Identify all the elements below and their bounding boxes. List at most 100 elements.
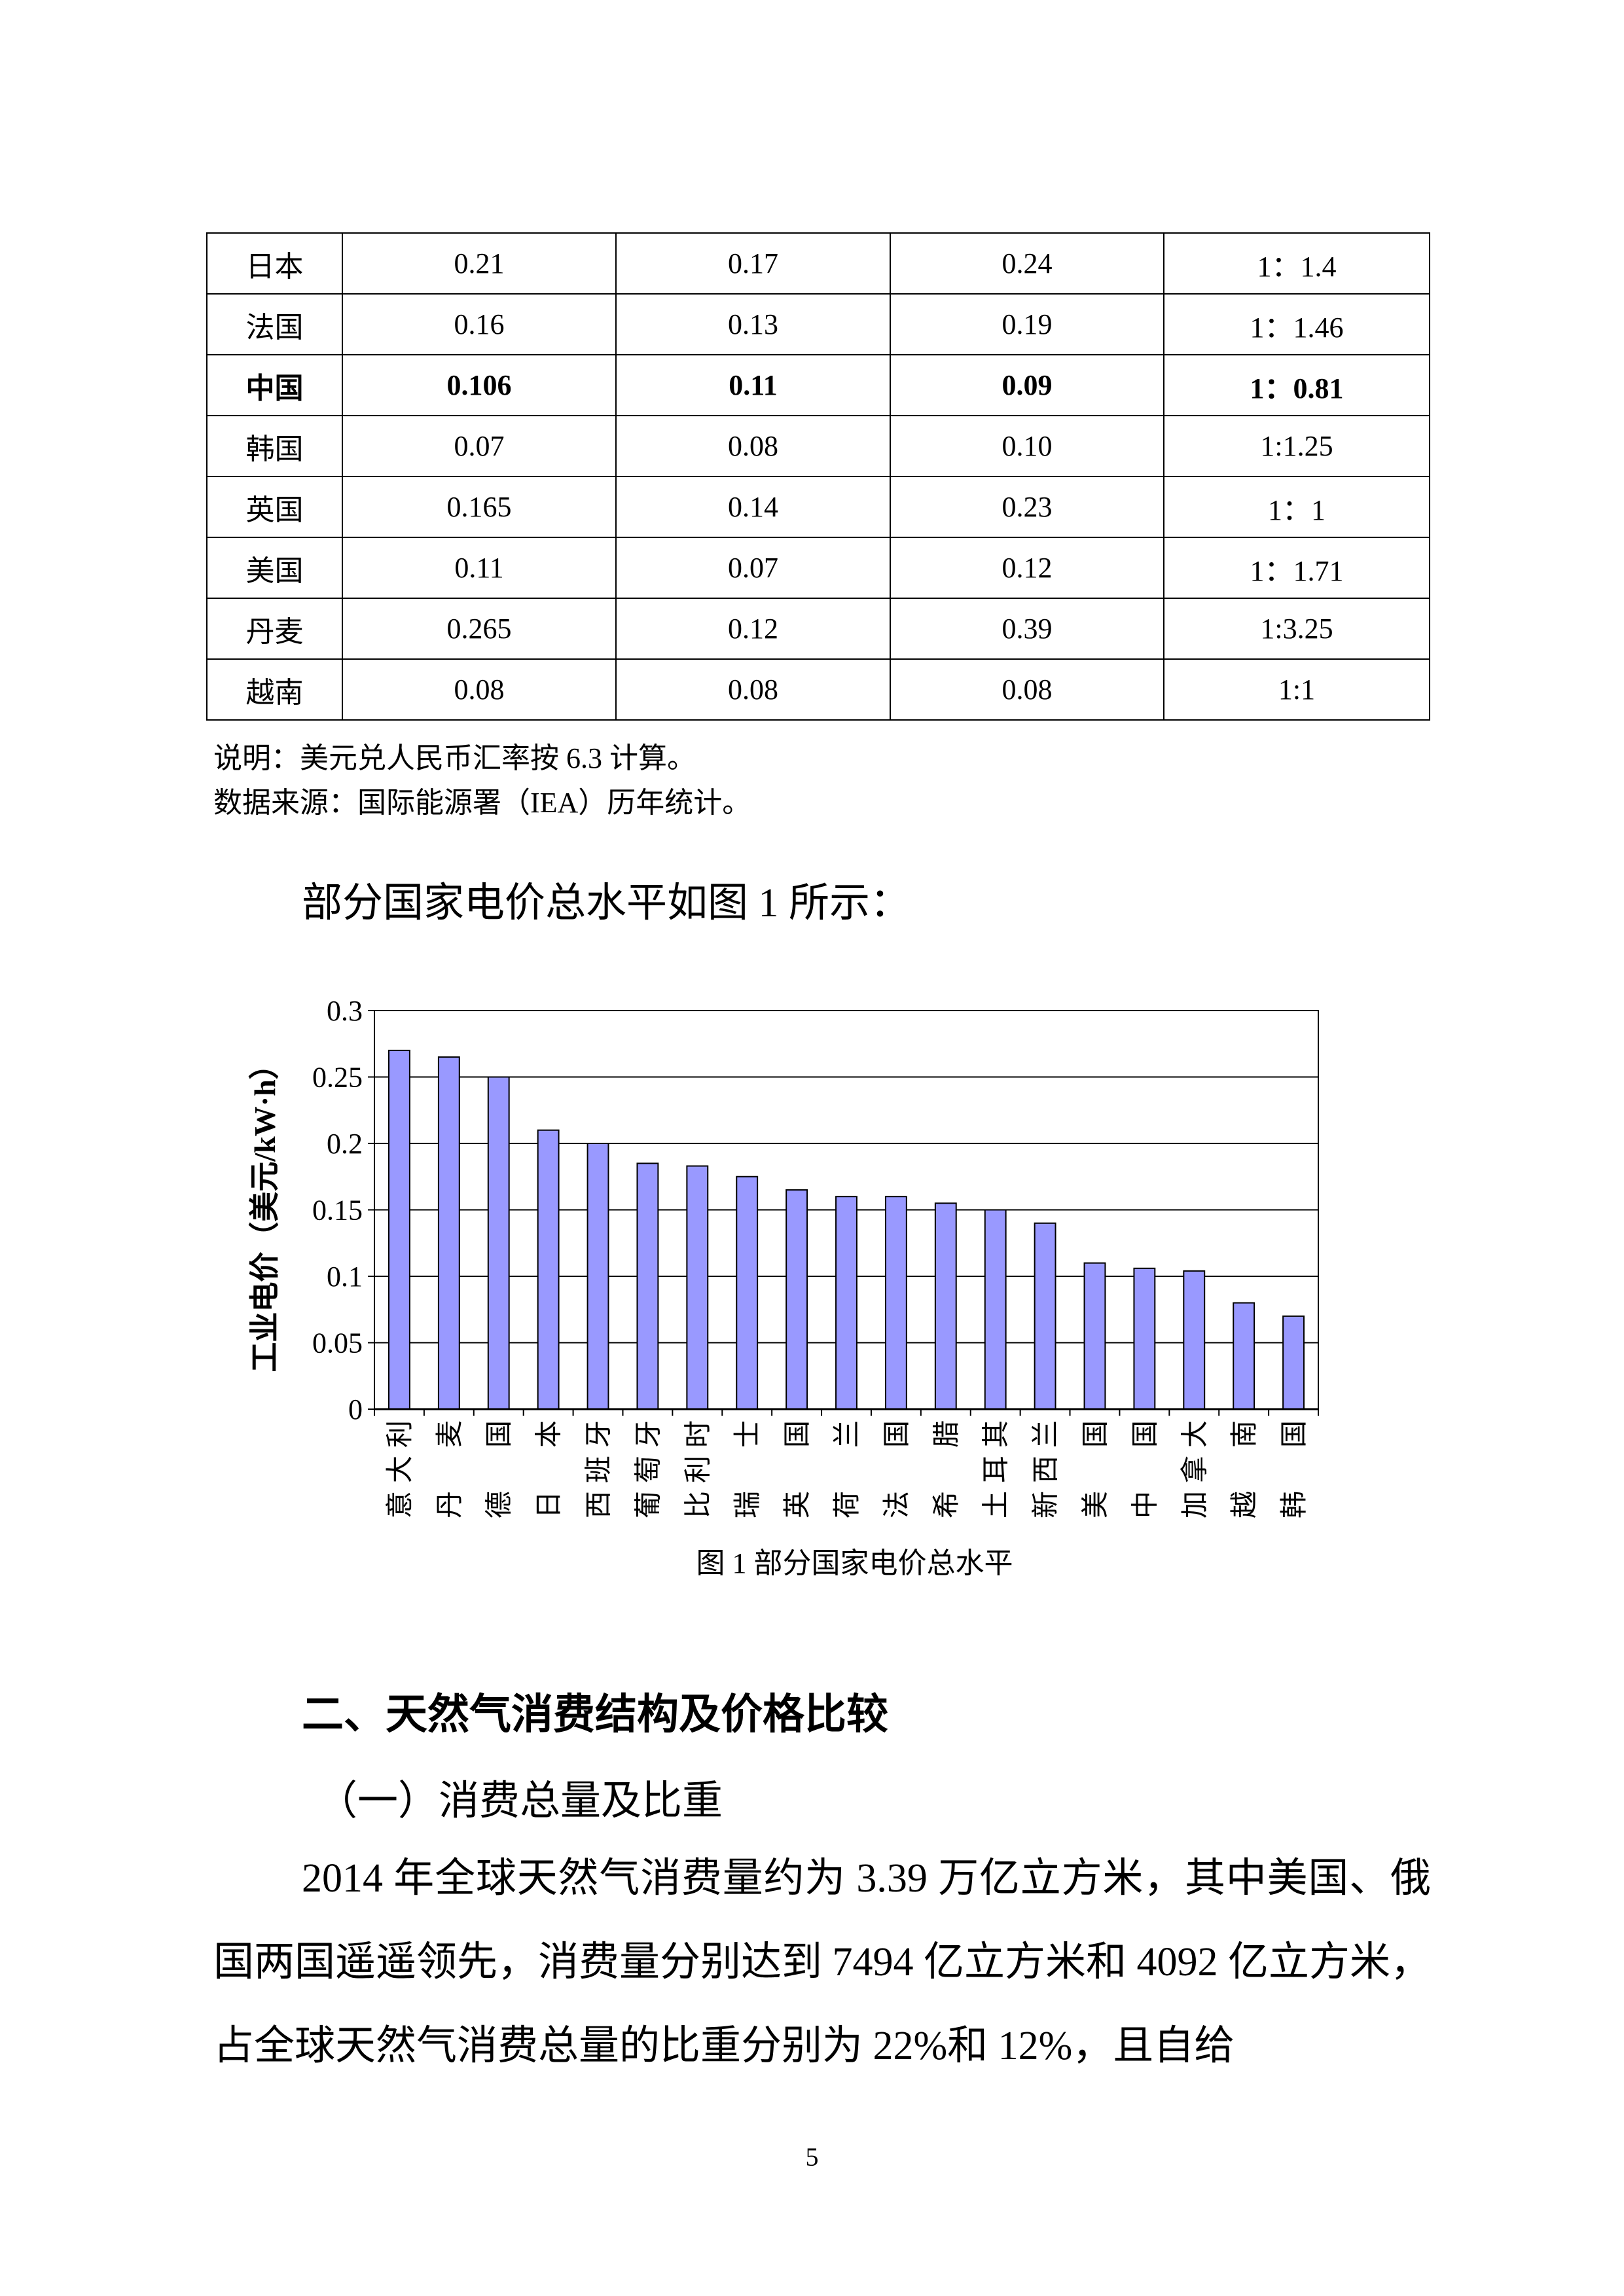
bar-葡萄牙 bbox=[636, 1162, 659, 1410]
value-cell: 1:3.25 bbox=[1163, 598, 1430, 660]
x-tick-label: 希腊 bbox=[932, 1420, 962, 1518]
value-cell: 0.21 bbox=[342, 232, 617, 295]
x-tick-label: 比利时 bbox=[683, 1420, 713, 1518]
bar-法国 bbox=[884, 1196, 907, 1410]
x-tick-label: 西班牙 bbox=[585, 1420, 615, 1518]
section-heading: 二、天然气消费结构及价格比较 bbox=[302, 1691, 888, 1738]
x-tick-label: 中国 bbox=[1130, 1420, 1161, 1518]
country-cell: 英国 bbox=[206, 476, 343, 538]
bar-越南 bbox=[1233, 1302, 1255, 1410]
x-tick-label: 新西兰 bbox=[1032, 1420, 1062, 1518]
value-cell: 1：1 bbox=[1163, 476, 1430, 538]
x-tick-label: 美国 bbox=[1081, 1420, 1111, 1518]
bar-新西兰 bbox=[1034, 1222, 1056, 1410]
value-cell: 0.39 bbox=[890, 598, 1164, 660]
x-tick-label: 葡萄牙 bbox=[634, 1420, 664, 1518]
country-cell: 越南 bbox=[206, 658, 343, 721]
x-tick-label: 日本 bbox=[535, 1420, 565, 1518]
value-cell: 0.12 bbox=[615, 598, 891, 660]
bar-西班牙 bbox=[586, 1143, 609, 1410]
y-tick-label: 0 bbox=[348, 1393, 363, 1426]
value-cell: 1：0.81 bbox=[1163, 354, 1430, 416]
table-source: 数据来源：国际能源署（IEA）历年统计。 bbox=[213, 787, 751, 819]
value-cell: 0.07 bbox=[342, 415, 617, 477]
value-cell: 1:1 bbox=[1163, 658, 1430, 721]
bar-荷兰 bbox=[835, 1196, 857, 1410]
value-cell: 0.17 bbox=[615, 232, 891, 295]
x-tick-label: 越南 bbox=[1230, 1420, 1260, 1518]
value-cell: 0.08 bbox=[890, 658, 1164, 721]
table-row: 法国 0.16 0.13 0.19 1：1.46 bbox=[206, 293, 1430, 355]
country-cell: 日本 bbox=[206, 232, 343, 295]
value-cell: 0.16 bbox=[342, 293, 617, 355]
y-tick-label: 0.15 bbox=[312, 1194, 363, 1227]
bar-日本 bbox=[537, 1129, 560, 1410]
table-row: 中国 0.106 0.11 0.09 1：0.81 bbox=[206, 354, 1430, 416]
value-cell: 0.106 bbox=[342, 354, 617, 416]
bar-英国 bbox=[785, 1189, 808, 1410]
x-tick-label: 意大利 bbox=[385, 1420, 416, 1518]
value-cell: 0.12 bbox=[890, 537, 1164, 599]
value-cell: 0.165 bbox=[342, 476, 617, 538]
value-cell: 1：1.4 bbox=[1163, 232, 1430, 295]
x-tick-label: 荷兰 bbox=[833, 1420, 863, 1518]
value-cell: 0.24 bbox=[890, 232, 1164, 295]
value-cell: 0.23 bbox=[890, 476, 1164, 538]
value-cell: 0.07 bbox=[615, 537, 891, 599]
x-tick-label: 韩国 bbox=[1280, 1420, 1310, 1518]
bar-瑞士 bbox=[736, 1175, 759, 1410]
bar-希腊 bbox=[934, 1202, 957, 1410]
value-cell: 0.10 bbox=[890, 415, 1164, 477]
bar-中国 bbox=[1133, 1267, 1156, 1410]
value-cell: 0.11 bbox=[615, 354, 891, 416]
chart-caption: 图 1 部分国家电价总水平 bbox=[696, 1547, 1013, 1579]
value-cell: 0.11 bbox=[342, 537, 617, 599]
bar-韩国 bbox=[1282, 1315, 1305, 1410]
bar-土耳其 bbox=[984, 1209, 1007, 1410]
y-tick-label: 0.3 bbox=[327, 995, 363, 1027]
x-tick-label: 德国 bbox=[485, 1420, 515, 1518]
x-tick-label: 丹麦 bbox=[435, 1420, 465, 1518]
value-cell: 1:1.25 bbox=[1163, 415, 1430, 477]
bar-美国 bbox=[1083, 1262, 1106, 1410]
value-cell: 0.19 bbox=[890, 293, 1164, 355]
x-tick-label: 瑞士 bbox=[733, 1420, 763, 1518]
table-row: 越南 0.08 0.08 0.08 1:1 bbox=[206, 658, 1430, 721]
table-row: 美国 0.11 0.07 0.12 1：1.71 bbox=[206, 537, 1430, 599]
section-subheading: （一）消费总量及比重 bbox=[317, 1779, 723, 1823]
country-cell: 丹麦 bbox=[206, 598, 343, 660]
value-cell: 0.08 bbox=[615, 415, 891, 477]
table-note: 说明：美元兑人民币汇率按 6.3 计算。 bbox=[213, 742, 696, 774]
page-number: 5 bbox=[805, 2142, 819, 2172]
table-row: 丹麦 0.265 0.12 0.39 1:3.25 bbox=[206, 598, 1430, 660]
x-tick-label: 土耳其 bbox=[982, 1420, 1012, 1518]
value-cell: 1：1.71 bbox=[1163, 537, 1430, 599]
bar-比利时 bbox=[686, 1165, 709, 1410]
y-tick-label: 0.05 bbox=[312, 1327, 363, 1359]
y-axis-label: 工业电价（美元/kW·h） bbox=[248, 1049, 281, 1372]
value-cell: 0.09 bbox=[890, 354, 1164, 416]
bar-意大利 bbox=[388, 1049, 410, 1410]
value-cell: 0.08 bbox=[342, 658, 617, 721]
table-row: 日本 0.21 0.17 0.24 1：1.4 bbox=[206, 232, 1430, 295]
bar-丹麦 bbox=[437, 1056, 460, 1410]
electricity-price-table: 日本 0.21 0.17 0.24 1：1.4 法国 0.16 0.13 0.19 1：1.46 中… bbox=[206, 232, 1430, 721]
table-row: 英国 0.165 0.14 0.23 1：1 bbox=[206, 476, 1430, 538]
y-tick-label: 0.2 bbox=[327, 1128, 363, 1160]
bar-德国 bbox=[487, 1076, 510, 1410]
country-cell: 中国 bbox=[206, 354, 343, 416]
x-tick-label: 英国 bbox=[783, 1420, 813, 1518]
value-cell: 0.13 bbox=[615, 293, 891, 355]
y-tick-label: 0.25 bbox=[312, 1062, 363, 1094]
x-tick-label: 加拿大 bbox=[1180, 1420, 1210, 1518]
chart-intro: 部分国家电价总水平如图 1 所示： bbox=[302, 881, 911, 925]
x-tick-label: 法国 bbox=[882, 1420, 912, 1518]
country-cell: 法国 bbox=[206, 293, 343, 355]
value-cell: 0.14 bbox=[615, 476, 891, 538]
country-cell: 美国 bbox=[206, 537, 343, 599]
value-cell: 1：1.46 bbox=[1163, 293, 1430, 355]
section-paragraph: 2014 年全球天然气消费量约为 3.39 万亿立方米，其中美国、俄国两国遥遥领… bbox=[213, 1837, 1431, 2088]
bar-加拿大 bbox=[1183, 1270, 1206, 1410]
value-cell: 0.08 bbox=[615, 658, 891, 721]
